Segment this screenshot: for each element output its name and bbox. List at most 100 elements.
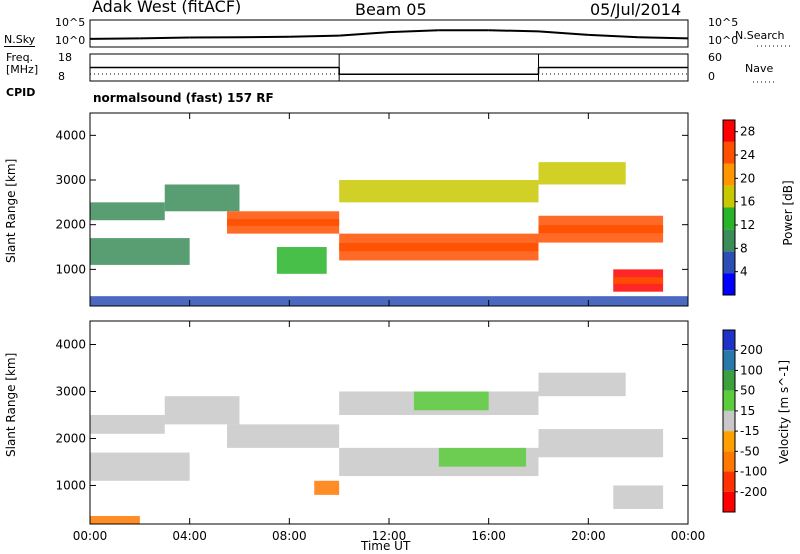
nsky-line-segment — [388, 29, 439, 34]
velocity-colorbar-tick-label: 200 — [740, 343, 763, 357]
time-tick-label: 20:00 — [571, 529, 606, 543]
time-tick-label: 00:00 — [671, 529, 706, 543]
freq-tick-label: 18 — [58, 51, 72, 64]
power-colorbar-segment — [723, 141, 735, 164]
station-title: Adak West (fitACF) — [92, 0, 242, 16]
power-band-core-8 — [538, 225, 664, 234]
velocity-colorbar-label: Velocity [m s^-1] — [777, 359, 791, 465]
velocity-colorbar-segment — [723, 330, 735, 351]
power-ytick-label: 3000 — [55, 173, 86, 187]
velocity-colorbar-tick-label: -50 — [740, 444, 760, 458]
velocity-colorbar-segment — [723, 451, 735, 472]
beam-title: Beam 05 — [355, 0, 427, 19]
time-tick-label: 12:00 — [372, 529, 407, 543]
power-band-4 — [276, 247, 327, 274]
velocity-band-8 — [438, 447, 527, 467]
nsky-line-segment — [538, 30, 589, 36]
nsearch-label: N.Search — [735, 29, 785, 42]
nave-label: Nave — [745, 62, 774, 75]
velocity-colorbar-tick-label: 100 — [740, 363, 763, 377]
power-band-1 — [90, 238, 190, 265]
power-colorbar-segment — [723, 163, 735, 186]
power-colorbar-segment — [723, 120, 735, 142]
power-band-core-9 — [613, 277, 664, 284]
power-band-0 — [90, 202, 165, 221]
power-band-5 — [339, 180, 539, 203]
nsky-line-segment — [239, 35, 290, 39]
time-tick-label: 16:00 — [471, 529, 506, 543]
velocity-colorbar-tick-label: -100 — [740, 465, 767, 479]
power-colorbar-tick-label: 24 — [740, 148, 755, 162]
power-colorbar-tick-label: 16 — [740, 195, 755, 209]
nsky-line-segment — [139, 36, 190, 40]
nave-tick-label: 60 — [708, 51, 722, 64]
velocity-colorbar-tick-label: -200 — [740, 485, 767, 499]
nsky-tick-label: 10^0 — [55, 34, 85, 47]
cpid-label: CPID — [6, 86, 36, 99]
power-colorbar-tick-label: 20 — [740, 171, 755, 185]
velocity-band-9 — [538, 372, 626, 397]
velocity-colorbar-segment — [723, 431, 735, 452]
power-colorbar-tick-label: 8 — [740, 241, 748, 255]
power-colorbar-tick-label: 12 — [740, 218, 755, 232]
velocity-colorbar-tick-label: 50 — [740, 384, 755, 398]
power-ytick-label: 1000 — [55, 262, 86, 276]
power-band-7 — [538, 162, 626, 185]
nsky-panel-frame — [89, 19, 689, 48]
velocity-colorbar-segment — [723, 350, 735, 371]
velocity-colorbar-segment — [723, 491, 735, 512]
velocity-colorbar-segment — [723, 410, 735, 432]
velocity-band-4 — [314, 480, 340, 495]
velocity-colorbar-tick-label: 15 — [740, 404, 755, 418]
power-colorbar-segment — [723, 229, 735, 252]
velocity-ytick-label: 2000 — [55, 431, 86, 445]
velocity-band-0 — [90, 414, 165, 434]
time-tick-label: 00:00 — [73, 529, 108, 543]
velocity-band-2 — [164, 396, 240, 425]
velocity-band-11 — [613, 485, 664, 509]
power-colorbar-frame — [722, 119, 736, 296]
nsky-label: N.Sky — [4, 33, 36, 47]
nsky-line-segment — [339, 31, 390, 37]
velocity-colorbar-segment — [723, 370, 735, 391]
power-colorbar-segment — [723, 273, 735, 295]
freq-unit: [MHz] — [6, 63, 39, 76]
power-band-2 — [164, 184, 240, 212]
power-colorbar-segment — [723, 185, 735, 208]
power-band-core-6 — [339, 243, 539, 252]
nsky-tick-label: 10^5 — [55, 16, 85, 29]
nave-tick-label: 0 — [708, 70, 715, 83]
nsky-line-segment — [588, 33, 639, 39]
power-colorbar-segment — [723, 251, 735, 274]
power-ytick-label: 4000 — [55, 128, 86, 142]
power-colorbar-tick-label: 28 — [740, 125, 755, 139]
nsky-line-segment — [638, 36, 689, 40]
nsky-line-segment — [488, 29, 539, 33]
velocity-band-3 — [227, 424, 340, 448]
nsearch-tick-label: 10^5 — [708, 16, 738, 29]
time-tick-label: 04:00 — [172, 529, 207, 543]
velocity-ytick-label: 4000 — [55, 337, 86, 351]
velocity-band-12 — [90, 516, 140, 524]
time-tick-label: 08:00 — [272, 529, 307, 543]
freq-label: Freq. — [6, 51, 34, 64]
power-ylabel: Slant Range [km] — [4, 158, 18, 263]
velocity-colorbar-frame — [722, 329, 736, 513]
nsky-line-segment — [289, 34, 340, 38]
velocity-ytick-label: 3000 — [55, 384, 86, 398]
power-band-core-3 — [227, 219, 340, 226]
velocity-band-6 — [413, 391, 489, 411]
velocity-colorbar-tick-label: -15 — [740, 424, 760, 438]
velocity-band-1 — [90, 452, 190, 481]
velocity-ylabel: Slant Range [km] — [4, 352, 18, 457]
velocity-band-10 — [538, 429, 664, 458]
power-colorbar-segment — [723, 207, 735, 230]
x-axis-label: Time UT — [361, 539, 411, 553]
power-ytick-label: 2000 — [55, 218, 86, 232]
nsearch-tick-label: 10^0 — [708, 34, 738, 47]
velocity-colorbar-segment — [723, 390, 735, 411]
cpid-text: normalsound (fast) 157 RF — [93, 91, 274, 105]
velocity-ytick-label: 1000 — [55, 478, 86, 492]
power-colorbar-tick-label: 4 — [740, 265, 748, 279]
